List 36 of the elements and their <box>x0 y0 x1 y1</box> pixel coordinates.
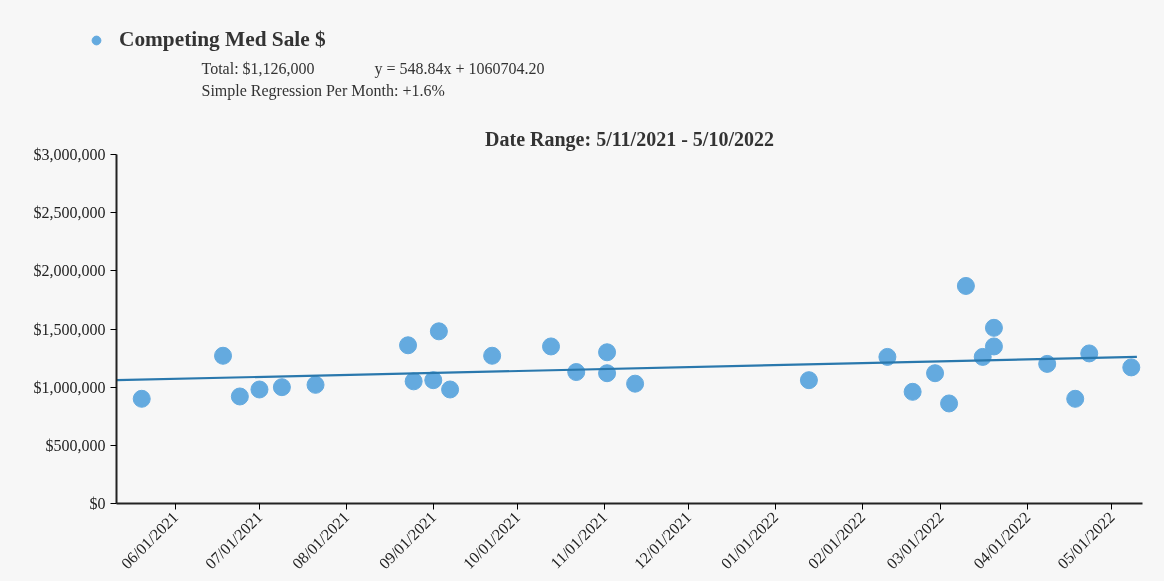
point <box>272 378 291 397</box>
point <box>598 343 617 362</box>
point <box>429 322 448 341</box>
point <box>404 372 423 391</box>
text: Total: $1,126,000 <box>201 59 315 77</box>
point <box>799 371 818 390</box>
y-tick-label: $1,500,000 <box>33 320 106 338</box>
point <box>306 375 325 394</box>
point <box>903 382 922 401</box>
y-tick-label: $2,000,000 <box>33 262 106 280</box>
point <box>399 336 418 355</box>
text: Simple Regression Per Month: +1.6% <box>201 81 445 100</box>
point <box>984 337 1003 356</box>
point <box>441 380 460 399</box>
point <box>926 364 945 383</box>
y-tick-label: $500,000 <box>45 436 106 454</box>
point <box>230 387 249 406</box>
legend-label: Competing Med Sale $ <box>119 27 326 52</box>
y-tick-label: $0 <box>89 495 106 512</box>
point <box>626 374 645 393</box>
point <box>1122 358 1141 377</box>
point <box>1066 389 1085 408</box>
point <box>483 346 502 365</box>
point <box>956 276 975 295</box>
point <box>132 389 151 408</box>
point <box>250 380 269 399</box>
point <box>542 337 561 356</box>
y-tick-label: $3,000,000 <box>33 146 106 163</box>
point <box>214 346 233 365</box>
point <box>940 394 959 413</box>
chart-title: Date Range: 5/11/2021 - 5/10/2022 <box>485 127 774 151</box>
y-tick-label: $2,500,000 <box>33 204 106 222</box>
point <box>424 371 443 390</box>
text: y = 548.84x + 1060704.20 <box>374 59 545 78</box>
y-tick-label: $1,000,000 <box>33 378 106 396</box>
point <box>984 318 1003 337</box>
